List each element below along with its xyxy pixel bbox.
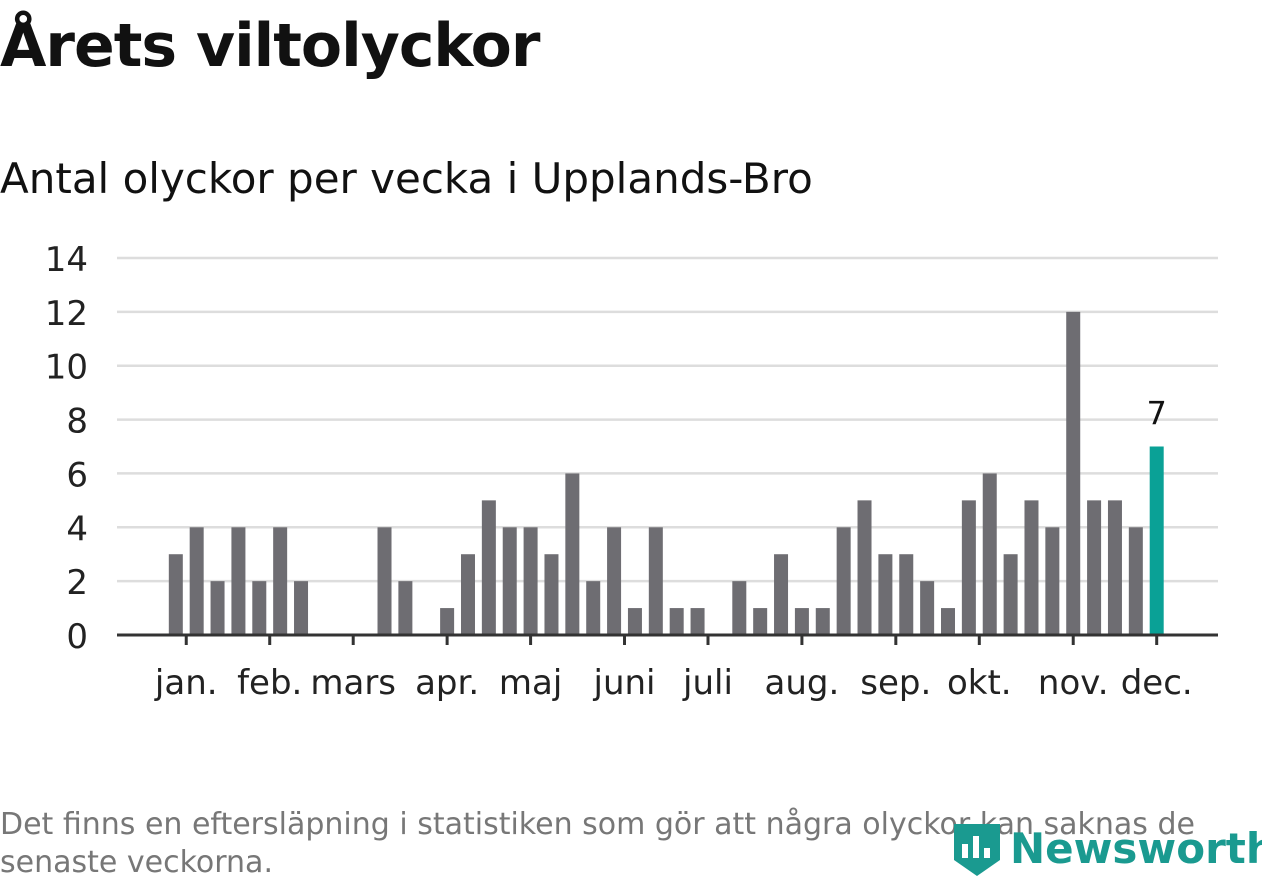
bar [1003,554,1018,635]
x-tick-label: mars [310,663,396,703]
bar [502,527,517,635]
bar [544,554,559,635]
x-tick-label: jan. [154,663,218,703]
highlight-data-label: 7 [1147,395,1167,433]
bar [941,608,955,635]
bar [753,608,768,635]
x-tick-label: juni [593,663,656,703]
brand-logo: Newsworthy [952,820,1262,878]
bar [669,608,684,635]
bar [794,608,809,635]
bar-series [168,311,1164,635]
bar [460,554,475,635]
bar-highlight [1149,446,1164,635]
x-tick-label: sep. [860,663,931,703]
bar [1087,500,1102,635]
x-tick-label: apr. [415,663,479,703]
bar [1045,527,1060,635]
y-tick-label: 6 [66,455,88,495]
x-tick-label: dec. [1121,663,1193,703]
grid-lines [117,256,1218,583]
y-tick-label: 12 [45,294,88,334]
bar [878,554,893,635]
bar [607,527,622,635]
bar [231,527,246,635]
bar [815,608,830,635]
bar [586,581,601,635]
x-tick-label: okt. [947,663,1012,703]
bar [210,581,225,635]
newsworthy-logo-icon [954,824,1000,876]
bar [627,608,642,635]
y-tick-label: 8 [66,402,88,442]
x-tick-label: aug. [765,663,840,703]
bar [377,527,392,635]
bar [189,527,204,635]
bar [774,554,789,635]
y-tick-label: 0 [66,617,88,657]
x-tick-label: nov. [1038,663,1109,703]
bar [481,500,496,635]
x-tick-label: maj [499,663,562,703]
bar [168,554,183,635]
bar [899,554,914,635]
bar [1066,311,1081,635]
y-tick-label: 4 [66,509,88,549]
bar [920,581,935,635]
x-axis: jan. feb. mars apr. maj juni juli aug. sep. okt. n… [117,633,1218,703]
y-tick-label: 10 [45,348,88,388]
bar [961,500,976,635]
y-axis-ticks: 0 2 4 6 8 10 12 14 [45,240,88,657]
chart-subtitle: Antal olyckor per vecka i Upplands-Bro [0,154,813,203]
bar [836,527,851,635]
bar-chart: 0 2 4 6 8 10 12 14 jan. feb. mars apr. maj juni juli a… [45,240,1218,703]
bar [1107,500,1122,635]
y-tick-label: 2 [66,563,88,603]
bar [690,608,705,635]
bar [252,581,267,635]
x-tick-label: juli [682,663,733,703]
x-tick-label: feb. [237,663,302,703]
data-labels: 7 [1147,395,1167,433]
bar [732,581,747,635]
bar [565,473,580,635]
bar [1024,500,1039,635]
bar [440,608,455,635]
bar [398,581,413,635]
bar [273,527,288,635]
brand-name: Newsworthy [1010,824,1262,873]
bar [982,473,997,635]
bar [857,500,872,635]
bar [294,581,309,635]
chart-title: Årets viltolyckor [0,11,540,81]
bar [648,527,663,635]
y-tick-label: 14 [45,240,88,280]
bar [1128,527,1143,635]
bar [523,527,538,635]
